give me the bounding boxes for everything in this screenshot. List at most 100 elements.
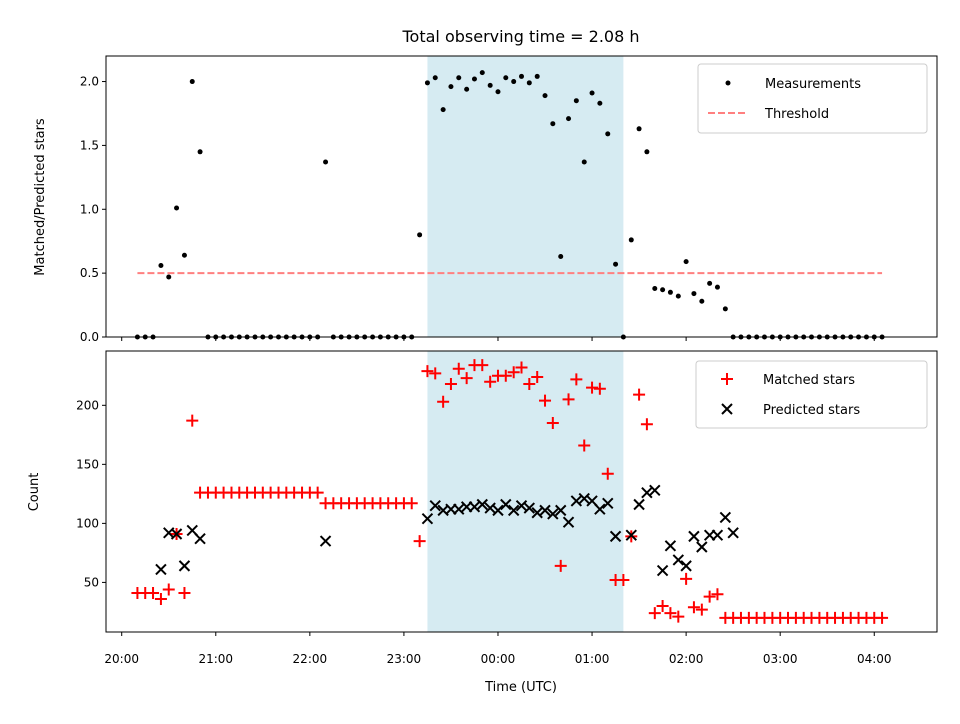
matched-stars-point — [586, 381, 599, 394]
measurement-point — [652, 285, 658, 291]
measurement-point — [714, 284, 720, 290]
predicted-stars-point — [696, 541, 708, 553]
predicted-stars-point — [688, 530, 700, 543]
measurement-point — [558, 254, 564, 260]
matched-stars-point — [311, 486, 324, 499]
bottom-legend-box — [695, 360, 928, 429]
matched-stars-point — [601, 467, 614, 480]
predicted-stars-point — [484, 502, 496, 514]
matched-stars-point — [562, 393, 575, 406]
predicted-stars-point — [680, 560, 692, 572]
measurement-point — [456, 75, 462, 81]
top-legend-box — [697, 63, 928, 134]
legend-predicted-label: Predicted stars — [763, 403, 860, 418]
matched-stars-point — [531, 370, 544, 383]
measurement-point — [691, 291, 697, 297]
predicted-stars-point — [555, 504, 567, 517]
measurement-point — [197, 149, 203, 155]
legend-threshold-label: Threshold — [764, 107, 829, 122]
predicted-stars-point — [500, 498, 512, 511]
predicted-stars-point — [672, 554, 685, 566]
x-tick-label: 01:00 — [575, 652, 610, 666]
top-y-tick-label: 0.5 — [80, 266, 99, 280]
x-tick-label: 00:00 — [481, 652, 516, 666]
top-y-tick-label: 1.0 — [80, 202, 99, 216]
measurement-point — [511, 79, 517, 85]
measurement-point — [707, 280, 713, 286]
bottom-legend: Matched stars Predicted stars — [695, 360, 928, 429]
chart-title: Total observing time = 2.08 h — [401, 27, 639, 46]
matched-stars-point — [640, 418, 653, 431]
matched-stars-point — [499, 369, 512, 382]
predicted-stars-point — [429, 499, 441, 512]
x-tick-label: 02:00 — [669, 652, 704, 666]
matched-stars-point — [154, 592, 167, 605]
predicted-stars-point — [421, 512, 434, 525]
predicted-stars-point — [727, 527, 739, 539]
measurement-point — [174, 205, 180, 211]
x-tick-label: 22:00 — [293, 652, 328, 666]
predicted-stars-point — [539, 504, 551, 517]
measurement-point — [667, 289, 673, 295]
top-axes-frame — [105, 55, 938, 338]
measurement-point — [699, 298, 705, 304]
legend-measurements-label: Measurements — [765, 77, 861, 92]
matched-stars-point — [452, 362, 465, 375]
matched-stars-point — [633, 388, 646, 401]
x-tick-label: 03:00 — [763, 652, 798, 666]
matched-stars-point — [648, 607, 661, 620]
matched-stars-point — [680, 572, 693, 585]
x-axis-label: Time (UTC) — [484, 680, 557, 695]
matched-stars-point — [593, 382, 606, 395]
predicted-stars-point — [170, 528, 183, 540]
predicted-stars-point — [547, 508, 559, 520]
measurement-point — [487, 82, 493, 88]
predicted-stars-point — [507, 504, 520, 517]
measurement-point — [323, 159, 329, 165]
predicted-stars-point — [656, 564, 669, 577]
measurement-point — [683, 259, 689, 265]
top-y-tick-label: 2.0 — [80, 75, 99, 89]
matched-stars-point — [523, 378, 536, 391]
matched-stars-point — [429, 367, 442, 380]
measurement-point — [660, 287, 666, 293]
predicted-stars-point — [562, 516, 575, 528]
matched-stars-point — [687, 601, 700, 614]
bottom-panel: 50 100 150 200 20:00 21:00 22:00 23:00 00:00 01:0… — [76, 350, 938, 666]
x-tick-label: 21:00 — [198, 652, 233, 666]
bottom-y-tick-label: 150 — [76, 457, 99, 471]
predicted-stars-point — [515, 499, 528, 512]
measurement-point — [440, 107, 446, 113]
matched-stars-point — [186, 414, 199, 427]
matched-stars-point — [484, 375, 497, 388]
legend-measurements-marker — [725, 80, 731, 86]
measurement-point — [534, 73, 540, 79]
matched-stars-point — [578, 439, 591, 452]
bottom-observing-window — [427, 351, 624, 632]
matched-stars-point — [421, 365, 434, 378]
predicted-stars-point — [523, 502, 536, 514]
x-tick-label: 23:00 — [387, 652, 422, 666]
bottom-axes-frame — [105, 350, 938, 633]
predicted-stars-point — [633, 498, 645, 511]
bottom-y-tick-label: 100 — [76, 516, 99, 530]
bottom-y-tick-label: 50 — [84, 575, 99, 589]
matched-stars-point — [876, 611, 889, 624]
predicted-stars-point — [570, 495, 583, 507]
measurement-point — [526, 80, 532, 86]
matched-stars-point — [570, 373, 583, 386]
measurement-point — [519, 73, 524, 79]
predicted-stars-point — [492, 504, 504, 517]
matched-stars-point — [147, 587, 160, 600]
measurement-point — [181, 252, 187, 258]
matched-stars-point — [444, 378, 457, 391]
measurement-point — [424, 80, 430, 86]
x-tick-label: 20:00 — [104, 652, 139, 666]
measurement-point — [675, 293, 681, 299]
top-legend: Measurements Threshold — [697, 63, 928, 134]
matched-stars-point — [656, 600, 669, 613]
predicted-stars-point — [602, 497, 614, 510]
predicted-stars-point — [664, 540, 677, 552]
legend-predicted-marker — [721, 403, 733, 415]
